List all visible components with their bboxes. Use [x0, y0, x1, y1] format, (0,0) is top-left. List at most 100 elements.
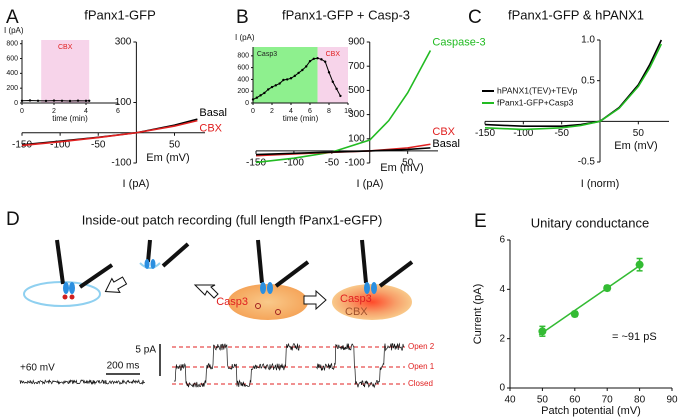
- x-tick-label: 90: [666, 395, 678, 406]
- series-point: [316, 57, 319, 60]
- pipette: [161, 242, 190, 268]
- fit-line: [538, 262, 644, 336]
- series-point: [335, 87, 338, 91]
- x-tick-label: 2: [52, 108, 56, 115]
- y-tick-label: 1.0: [581, 35, 595, 46]
- chart-title: fPanx1-GFP & hPANX1: [508, 7, 644, 22]
- cell-membrane: [23, 281, 101, 307]
- series-line: [21, 119, 198, 147]
- series-label: CBX: [199, 123, 222, 135]
- chart-title: Unitary conductance: [531, 215, 650, 230]
- series-point: [267, 88, 270, 91]
- series-point: [20, 99, 24, 102]
- x-tick-label: 0: [251, 108, 255, 115]
- y-tick-label: 900: [348, 37, 365, 48]
- series-point: [274, 84, 277, 87]
- y-tick-label: 4: [499, 284, 505, 295]
- panel-letter: A: [6, 7, 19, 28]
- x-tick-label: -100: [284, 158, 304, 169]
- channel: [69, 282, 75, 294]
- series-line: [21, 99, 90, 102]
- y-tick-label: 200: [6, 85, 18, 92]
- series-point: [312, 57, 315, 60]
- channel: [150, 259, 156, 269]
- x-tick-label: 8: [327, 108, 331, 115]
- x-tick-label: 40: [504, 395, 516, 406]
- pipette: [55, 239, 65, 285]
- chart-title: fPanx1-GFP + Casp-3: [282, 7, 410, 22]
- x-tick-label: 10: [344, 108, 352, 115]
- y-axis-label: I (norm): [581, 178, 620, 190]
- shaded-region: [41, 40, 90, 103]
- current-trace: [173, 342, 300, 388]
- x-tick-label: 6: [308, 108, 312, 115]
- legend-label: hPANX1(TEV)+TEVp: [497, 85, 578, 95]
- panel-letter: C: [468, 7, 482, 28]
- y-tick-label: 0: [14, 100, 18, 107]
- x-tick-label: -150: [475, 128, 495, 139]
- current-trace: [315, 342, 404, 389]
- series-point: [28, 99, 32, 102]
- series-line: [255, 147, 431, 156]
- y-tick-label: 400: [237, 76, 249, 83]
- series-line: [255, 50, 432, 164]
- series-point: [36, 99, 40, 102]
- y-tick-label: -100: [111, 158, 131, 169]
- tag: [62, 294, 68, 300]
- x-tick-label: 60: [569, 395, 581, 406]
- x-tick-label: 80: [634, 395, 646, 406]
- y-tick-label: 800: [6, 41, 18, 48]
- series-point: [301, 68, 304, 72]
- x-axis-label: Patch potential (mV): [541, 405, 641, 417]
- x-tick-label: 0: [20, 108, 24, 115]
- series-line: [484, 43, 663, 131]
- data-point: [538, 327, 547, 336]
- x-tick-label: 50: [402, 158, 414, 169]
- y-tick-label: 2: [499, 333, 505, 344]
- pipette: [274, 260, 310, 288]
- panel-letter: B: [236, 7, 249, 28]
- series-point: [68, 99, 72, 103]
- series-point: [278, 82, 281, 85]
- series-point: [339, 94, 342, 98]
- x-tick-label: 70: [602, 395, 614, 406]
- channel: [260, 282, 266, 294]
- y-tick-label: 100: [115, 97, 132, 108]
- channel: [63, 282, 69, 294]
- y-tick-label: 0.5: [581, 75, 595, 86]
- data-point: [635, 260, 644, 269]
- x-tick-label: -100: [50, 139, 70, 150]
- series-point: [255, 96, 258, 99]
- series-point: [286, 78, 289, 81]
- channel: [364, 282, 370, 294]
- arrow: [303, 289, 327, 311]
- series-point: [76, 99, 80, 102]
- channel: [144, 259, 150, 269]
- series-point: [60, 99, 64, 102]
- time-scale-label: 200 ms: [107, 361, 140, 372]
- x-tick-label: 50: [633, 128, 645, 139]
- y-tick-label: 600: [6, 55, 18, 62]
- step-label: CBX: [345, 306, 368, 318]
- x-tick-label: -50: [91, 139, 106, 150]
- step-label: Casp3: [340, 293, 372, 305]
- region-label: Casp3: [257, 51, 277, 58]
- panel: 40 50 60 70 80 90 0 2 4 6 E Unitary conductance Patc…: [472, 211, 678, 417]
- step-label: Casp3: [216, 296, 248, 308]
- panel-title: Inside-out patch recording (full length …: [82, 212, 383, 227]
- series-point: [293, 74, 296, 78]
- inset-x-label: time (min): [52, 114, 88, 123]
- series-point: [289, 77, 293, 80]
- patch: [139, 262, 161, 269]
- panel: -150 -100 -50 50 -0.5 0.5 1.0 hPANX1(TEV)+TEVp f…: [468, 7, 669, 190]
- annotation: = ~91 pS: [612, 331, 657, 343]
- x-tick-label: 50: [537, 395, 549, 406]
- y-tick-label: 300: [115, 37, 132, 48]
- data-point: [603, 284, 612, 293]
- series-point: [305, 65, 308, 68]
- y-axis-label: I (pA): [357, 178, 384, 190]
- y-tick-label: 500: [348, 85, 365, 96]
- series-point: [327, 71, 331, 74]
